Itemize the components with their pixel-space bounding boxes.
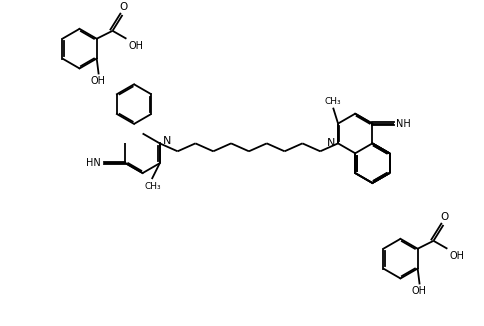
Text: HN: HN xyxy=(86,158,101,168)
Text: O: O xyxy=(120,2,128,12)
Text: NH: NH xyxy=(396,119,411,128)
Text: CH₃: CH₃ xyxy=(325,97,341,106)
Text: OH: OH xyxy=(128,41,143,51)
Text: OH: OH xyxy=(449,251,464,261)
Text: N: N xyxy=(327,138,335,148)
Text: OH: OH xyxy=(411,286,426,296)
Text: CH₃: CH₃ xyxy=(145,182,161,191)
Text: O: O xyxy=(440,212,449,222)
Text: N: N xyxy=(163,136,171,146)
Text: OH: OH xyxy=(90,76,105,86)
